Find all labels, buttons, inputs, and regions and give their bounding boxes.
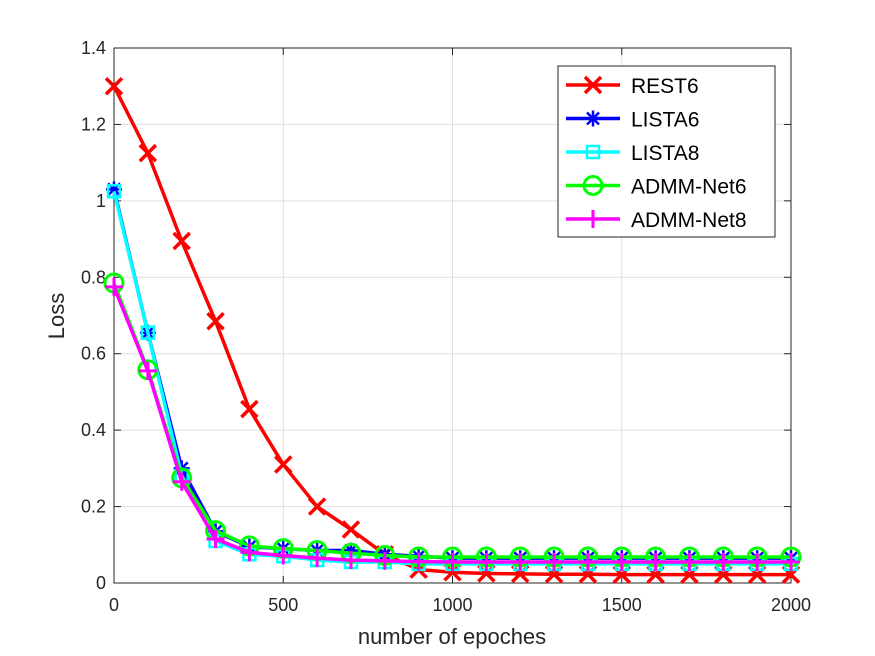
data-point bbox=[206, 530, 225, 549]
legend-marker bbox=[585, 110, 601, 127]
data-point bbox=[341, 551, 360, 570]
x-axis-title: number of epoches bbox=[358, 624, 546, 649]
data-point bbox=[274, 455, 293, 474]
data-point bbox=[138, 361, 157, 380]
legend-label: LISTA6 bbox=[631, 109, 699, 132]
data-point bbox=[106, 184, 122, 199]
legend-item-admm-net6: ADMM-Net6 bbox=[566, 175, 747, 199]
x-tick-label: 0 bbox=[109, 595, 119, 615]
data-point bbox=[341, 520, 361, 539]
data-point bbox=[274, 546, 293, 565]
y-tick-label: 1 bbox=[96, 191, 106, 211]
y-tick-label: 0.2 bbox=[81, 497, 106, 517]
legend-marker bbox=[585, 144, 601, 160]
data-point bbox=[748, 552, 767, 571]
data-point bbox=[409, 552, 428, 571]
series-admm-net8 bbox=[105, 277, 800, 571]
legend-item-lista8: LISTA8 bbox=[566, 142, 699, 165]
y-tick-label: 0.8 bbox=[81, 267, 106, 287]
data-point bbox=[646, 552, 665, 571]
y-tick-label: 0 bbox=[96, 573, 106, 593]
legend-label: LISTA8 bbox=[631, 142, 699, 165]
series-layer bbox=[103, 76, 802, 584]
data-point bbox=[308, 549, 327, 568]
data-point bbox=[782, 552, 800, 571]
legend-marker bbox=[583, 75, 603, 95]
data-point bbox=[307, 497, 327, 516]
data-point bbox=[104, 76, 124, 96]
y-axis-title: Loss bbox=[44, 293, 69, 339]
data-point bbox=[612, 552, 631, 571]
data-point bbox=[240, 543, 259, 562]
data-point bbox=[714, 552, 733, 571]
data-point bbox=[680, 552, 699, 571]
data-point bbox=[206, 311, 225, 331]
x-tick-label: 1500 bbox=[602, 595, 642, 615]
data-point bbox=[375, 551, 394, 570]
legend: REST6 LISTA6 LISTA8 ADMM-Net6 ADMM-Net8 bbox=[557, 65, 776, 238]
legend-label: REST6 bbox=[631, 75, 699, 98]
data-point bbox=[240, 399, 259, 419]
legend-marker bbox=[582, 175, 604, 196]
axis-ticks: 0 500 1000 1500 2000 0 0.2 0.4 0.6 0.8 1 1.2 1.4 bbox=[81, 38, 811, 615]
legend-marker bbox=[584, 210, 602, 228]
y-tick-label: 1.4 bbox=[81, 38, 106, 58]
x-tick-label: 2000 bbox=[771, 595, 811, 615]
data-point bbox=[545, 552, 564, 571]
x-tick-label: 500 bbox=[268, 595, 298, 615]
data-point bbox=[138, 143, 158, 163]
legend-item-rest6: REST6 bbox=[566, 75, 699, 98]
data-point bbox=[443, 552, 462, 571]
y-tick-label: 0.6 bbox=[81, 344, 106, 364]
data-point bbox=[578, 552, 597, 571]
data-point bbox=[477, 552, 496, 571]
legend-item-admm-net8: ADMM-Net8 bbox=[566, 209, 747, 232]
data-point bbox=[140, 325, 156, 340]
legend-item-lista6: LISTA6 bbox=[566, 109, 699, 132]
data-point bbox=[172, 231, 191, 251]
data-point bbox=[172, 472, 191, 491]
y-tick-label: 1.2 bbox=[81, 114, 106, 134]
y-tick-label: 0.4 bbox=[81, 420, 106, 440]
legend-label: ADMM-Net6 bbox=[631, 176, 747, 199]
data-point bbox=[105, 277, 123, 296]
x-tick-label: 1000 bbox=[432, 595, 472, 615]
legend-label: ADMM-Net8 bbox=[631, 209, 747, 232]
data-point bbox=[511, 552, 530, 571]
